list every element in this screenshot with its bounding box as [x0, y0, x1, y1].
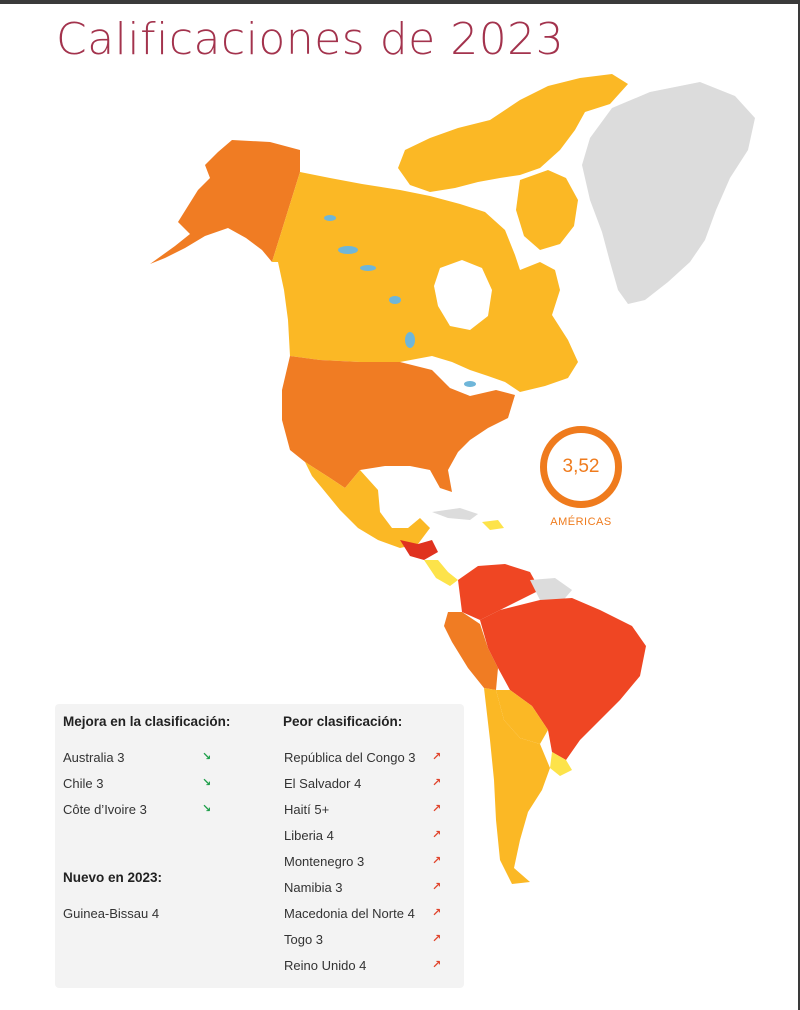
canada-islands: [398, 74, 628, 192]
arrow-up-right-icon: ↗: [432, 777, 442, 789]
central-america-south: [424, 560, 458, 586]
hudson-bay: [434, 260, 492, 330]
uruguay: [550, 752, 572, 776]
page-title: Calificaciones de 2023: [56, 14, 565, 65]
brazil: [480, 598, 646, 760]
ecuador-peru: [444, 612, 498, 690]
usa: [282, 356, 515, 492]
regional-score-badge: 3,52: [540, 426, 622, 508]
regional-score-label: AMÉRICAS: [550, 516, 612, 528]
arrow-down-right-icon: ↘: [202, 777, 212, 789]
top-border: [0, 0, 800, 4]
right-border: [798, 0, 800, 1010]
worse-item: Reino Unido 4: [284, 958, 367, 973]
arrow-up-right-icon: ↗: [432, 907, 442, 919]
improved-item: Australia 3: [63, 750, 125, 765]
arrow-down-right-icon: ↘: [202, 751, 212, 763]
arrow-up-right-icon: ↗: [432, 829, 442, 841]
worse-item: República del Congo 3: [284, 750, 416, 765]
guyanas: [530, 578, 572, 604]
central-america: [400, 540, 438, 560]
canada: [272, 172, 578, 392]
improved-item: Chile 3: [63, 776, 104, 791]
arrow-up-right-icon: ↗: [432, 855, 442, 867]
worse-item: El Salvador 4: [284, 776, 362, 791]
changes-panel: Mejora en la clasificación: Australia 3 …: [55, 704, 464, 988]
worse-item: Liberia 4: [284, 828, 334, 843]
worse-item: Montenegro 3: [284, 854, 365, 869]
improved-item: Côte d’Ivoire 3: [63, 802, 147, 817]
arrow-up-right-icon: ↗: [432, 959, 442, 971]
improved-heading: Mejora en la clasificación:: [63, 714, 231, 729]
colombia-venezuela: [458, 564, 540, 620]
bolivia-paraguay: [496, 690, 548, 744]
worse-item: Togo 3: [284, 932, 324, 947]
baffin-island: [516, 170, 578, 250]
worse-heading: Peor clasificación:: [283, 714, 403, 729]
alaska: [150, 140, 300, 264]
mexico: [305, 462, 430, 548]
arrow-up-right-icon: ↗: [432, 751, 442, 763]
worse-item: Haití 5+: [284, 802, 330, 817]
arrow-up-right-icon: ↗: [432, 881, 442, 893]
greenland: [582, 82, 755, 304]
argentina-chile: [484, 688, 550, 884]
americas-map: [150, 74, 755, 884]
new-heading: Nuevo en 2023:: [63, 870, 163, 885]
cuba: [432, 508, 478, 520]
worse-item: Namibia 3: [284, 880, 343, 895]
arrow-up-right-icon: ↗: [432, 803, 442, 815]
hispaniola: [482, 520, 504, 530]
arrow-down-right-icon: ↘: [202, 803, 212, 815]
arrow-up-right-icon: ↗: [432, 933, 442, 945]
new-item: Guinea-Bissau 4: [63, 906, 160, 921]
worse-item: Macedonia del Norte 4: [284, 906, 415, 921]
